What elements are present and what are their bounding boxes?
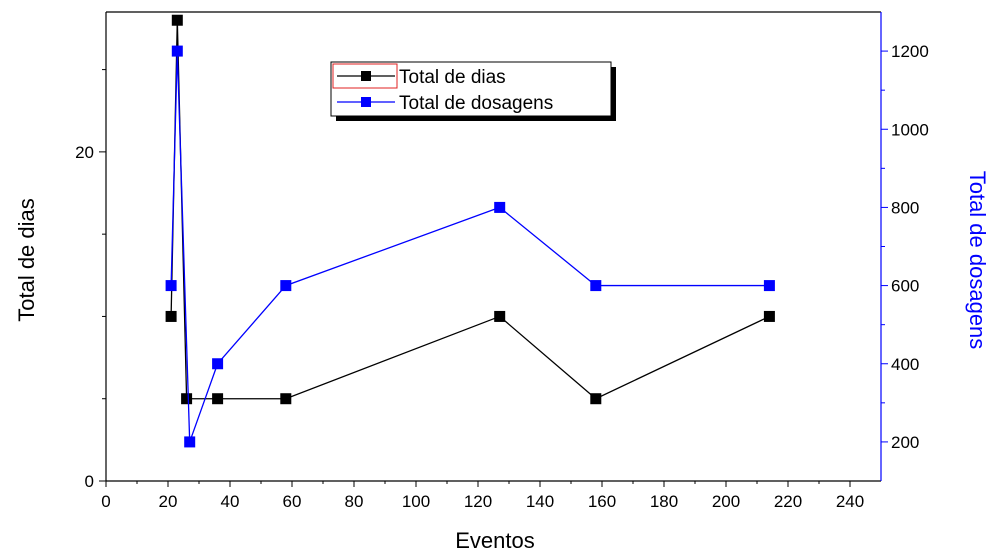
x-tick-label: 120: [464, 492, 492, 511]
y-axis-left: 0 20: [75, 69, 106, 491]
y2-tick-label: 600: [891, 277, 919, 296]
x-tick-label: 160: [588, 492, 616, 511]
x-tick-label: 0: [101, 492, 110, 511]
legend-label: Total de dias: [399, 67, 506, 88]
x-tick-label: 200: [712, 492, 740, 511]
series-layer: [165, 14, 775, 448]
series-line-2: [170, 51, 770, 443]
data-point: [181, 393, 193, 405]
data-point: [494, 310, 506, 322]
y2-axis-label: Total de dosagens: [965, 171, 990, 350]
legend-marker: [361, 71, 371, 81]
data-point: [212, 358, 224, 370]
x-axis-label: Eventos: [455, 528, 535, 552]
data-point: [763, 280, 775, 292]
legend-label: Total de dosagens: [399, 93, 553, 114]
data-point: [494, 201, 506, 213]
x-tick-label: 60: [283, 492, 302, 511]
y-axis-label: Total de dias: [14, 198, 39, 322]
data-point: [280, 280, 292, 292]
y2-tick-label: 200: [891, 433, 919, 452]
legend-selection-box: [332, 63, 398, 89]
data-point: [171, 45, 183, 57]
data-point: [165, 280, 177, 292]
y-tick-label: 0: [85, 472, 94, 491]
legend: Total de dias Total de dosagens: [330, 61, 616, 121]
x-tick-label: 100: [402, 492, 430, 511]
y-axis-right: 200 400 600 800 1000 1200: [881, 42, 929, 452]
data-point: [280, 393, 292, 405]
data-point: [763, 310, 775, 322]
y-tick-label: 20: [75, 143, 94, 162]
data-point: [184, 436, 196, 448]
data-point: [212, 393, 224, 405]
data-point: [171, 14, 183, 26]
y2-tick-label: 400: [891, 355, 919, 374]
y2-tick-label: 1200: [891, 42, 929, 61]
x-axis: 0 20 40 60 80 100 120 140 160 180 200 220 240: [101, 481, 864, 511]
legend-marker: [361, 97, 371, 107]
y2-tick-label: 1000: [891, 120, 929, 139]
y2-tick-label: 800: [891, 198, 919, 217]
data-point: [590, 280, 602, 292]
x-tick-label: 20: [159, 492, 178, 511]
legend-box: [330, 61, 612, 117]
x-tick-label: 220: [774, 492, 802, 511]
x-tick-label: 80: [345, 492, 364, 511]
x-tick-label: 140: [526, 492, 554, 511]
data-point: [590, 393, 602, 405]
x-tick-label: 40: [221, 492, 240, 511]
x-tick-label: 180: [650, 492, 678, 511]
x-tick-label: 240: [836, 492, 864, 511]
data-point: [165, 310, 177, 322]
